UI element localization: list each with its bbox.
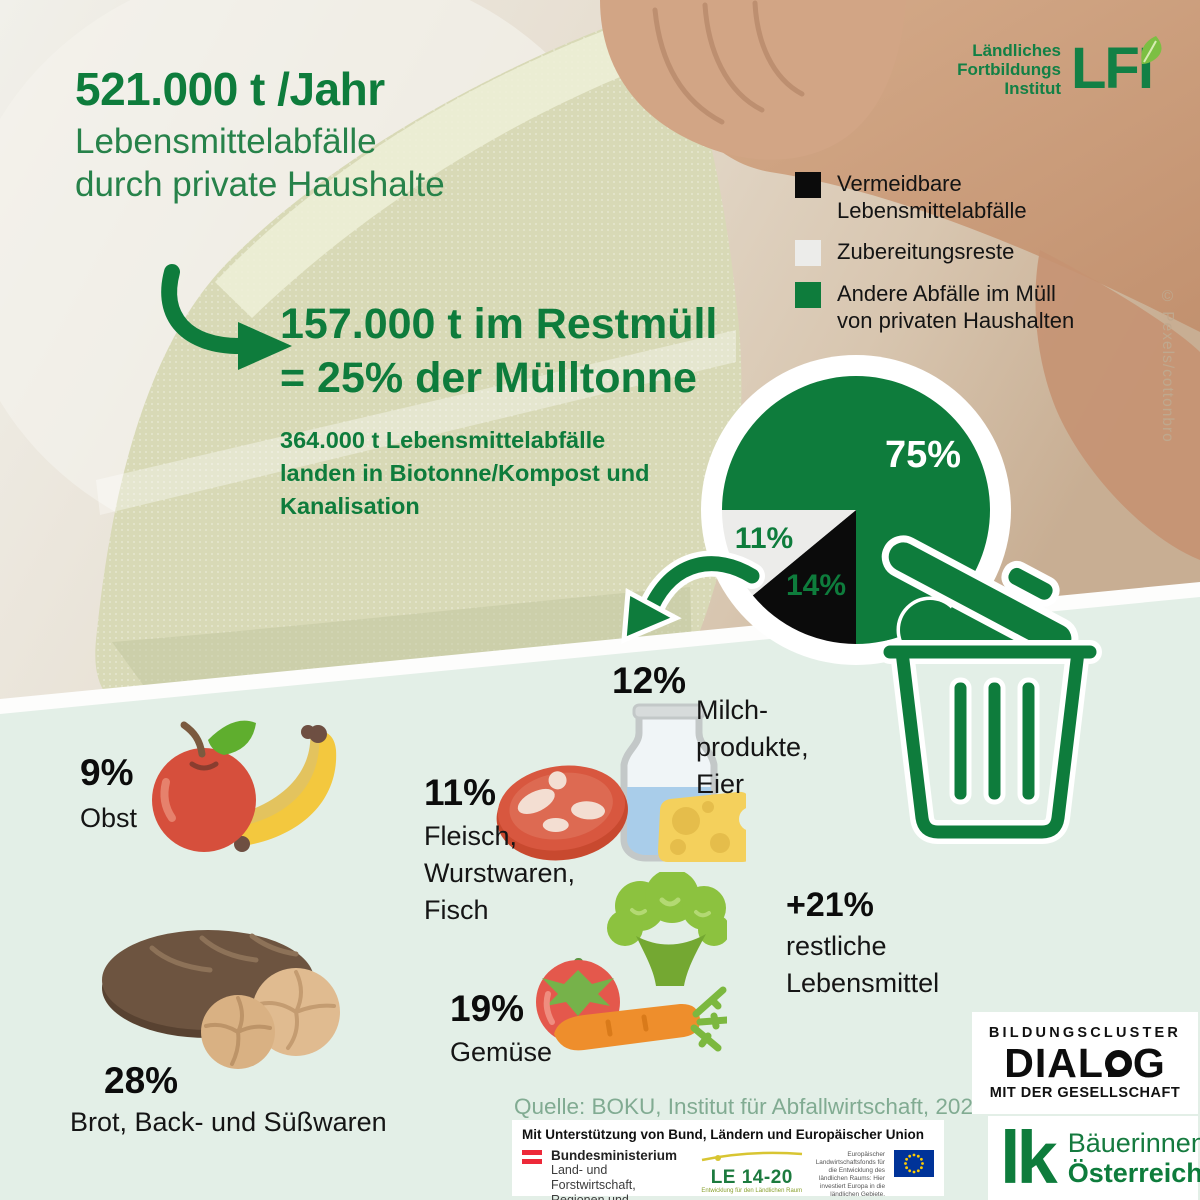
- food-label-milch: Milch- produkte, Eier: [696, 695, 809, 799]
- restmuell-line2: = 25% der Mülltonne: [280, 354, 697, 402]
- food-pct-gemuese: 19%: [450, 988, 525, 1029]
- le-label: LE 14-20: [710, 1167, 793, 1188]
- lk-line1: Bäuerinnen: [1067, 1128, 1200, 1158]
- pie-slice-black-14: [752, 510, 856, 644]
- food-pct-obst: 9%: [80, 752, 134, 793]
- food-label-rest: restliche Lebensmittel: [786, 931, 940, 998]
- restmuell-line1: 157.000 t im Restmüll: [280, 300, 718, 348]
- legend-item-andere: Andere Abfälle im Müll von privaten Haus…: [795, 280, 1074, 334]
- headline-subtitle: Lebensmittelabfälle durch private Hausha…: [75, 122, 445, 204]
- dialog-bottom-line: MIT DER GESELLSCHAFT: [989, 1085, 1181, 1101]
- food-label-obst: Obst: [80, 803, 138, 833]
- legend-label: Andere Abfälle im Müll von privaten Haus…: [837, 281, 1075, 333]
- milk-cheese-icon: [620, 703, 746, 862]
- trash-lid: [881, 535, 1079, 661]
- lk-line2: Österreich: [1067, 1158, 1200, 1188]
- curved-arrow-right-icon: [161, 264, 292, 370]
- photo-background: [0, 0, 1200, 780]
- curved-arrow-left-icon: [621, 550, 765, 644]
- ministry-name: Bundesministerium: [551, 1148, 678, 1163]
- food-label-gemuese: Gemüse: [450, 1037, 553, 1067]
- food-pct-fleisch: 11%: [424, 772, 497, 813]
- food-label-fleisch: Fleisch, Wurstwaren, Fisch: [424, 821, 576, 925]
- food-pct-brot: 28%: [104, 1060, 179, 1101]
- food-pct-rest: +21%: [786, 886, 874, 924]
- headline-amount: 521.000 t /Jahr: [75, 63, 385, 115]
- photo-credit: © Pexels/cottonbro: [1159, 288, 1176, 443]
- food-pct-milch: 12%: [612, 660, 687, 701]
- trash-bars: [949, 677, 1040, 805]
- trash-can-icon: [878, 535, 1102, 844]
- le-swoosh-icon: [701, 1151, 802, 1162]
- dialog-main-left: DIAL: [1004, 1040, 1104, 1086]
- bread-icon: [102, 930, 340, 1069]
- dialog-o-speech-bubble-icon: [1104, 1049, 1132, 1077]
- legend-swatch-white: [795, 240, 821, 266]
- legend-label: Vermeidbare Lebensmittelabfälle: [837, 171, 1027, 223]
- restmuell-note: 364.000 t Lebensmittelabfälle landen in …: [280, 427, 650, 519]
- pie-label-75: 75%: [885, 434, 961, 476]
- support-header: Mit Unterstützung von Bund, Ländern und …: [522, 1127, 924, 1142]
- dialog-wordmark: DIAL G: [972, 1041, 1198, 1085]
- pie-label-11: 11%: [735, 522, 793, 555]
- legend-label: Zubereitungsreste: [837, 239, 1015, 264]
- lfi-logo-text: Ländliches Fortbildungs Institut: [957, 40, 1061, 98]
- lfi-acronym: LFI: [1071, 36, 1162, 98]
- legend-item-vermeidbare: Vermeidbare Lebensmittelabfälle: [795, 170, 1074, 224]
- apple-banana-icon: [152, 720, 337, 852]
- lk-baeuerinnen-logo: lk Bäuerinnen Österreich: [988, 1116, 1200, 1200]
- pie-label-14: 14%: [786, 569, 846, 602]
- austria-flag-icon: [522, 1150, 542, 1165]
- food-label-brot: Brot, Back- und Süßwaren: [70, 1107, 387, 1137]
- legend-swatch-green: [795, 282, 821, 308]
- leaf-icon: [1141, 36, 1162, 64]
- source-line: Quelle: BOKU, Institut für Abfallwirtsch…: [514, 1094, 986, 1119]
- vegetables-icon: [536, 872, 727, 1052]
- ministry-dept: Land- und Forstwirtschaft, Regionen und …: [551, 1163, 636, 1200]
- bildungscluster-dialog-logo: BILDUNGSCLUSTER DIAL G MIT DER GESELLSCHA…: [972, 1012, 1198, 1114]
- cheese: [658, 791, 746, 862]
- carrot: [554, 986, 727, 1052]
- legend-swatch-black: [795, 172, 821, 198]
- eu-fund-text: Europäischer Landwirtschaftsfonds für di…: [815, 1151, 885, 1198]
- lfi-logo: Ländliches Fortbildungs Institut LFI: [933, 36, 1173, 98]
- support-box: Mit Unterstützung von Bund, Ländern und …: [512, 1120, 944, 1200]
- le-14-20-logo: LE 14-20 Entwicklung für den Ländlichen …: [700, 1150, 804, 1194]
- legend-item-zubereitungsreste: Zubereitungsreste: [795, 238, 1074, 266]
- dialog-main-right: G: [1132, 1040, 1166, 1086]
- broccoli: [607, 872, 727, 986]
- dialog-top-line: BILDUNGSCLUSTER: [988, 1025, 1182, 1041]
- lk-mark: lk: [1000, 1116, 1058, 1199]
- hand: [600, 0, 906, 160]
- trash-body: [878, 640, 1102, 844]
- le-subtitle: Entwicklung für den Ländlichen Raum: [701, 1188, 803, 1194]
- eu-flag-icon: [894, 1150, 934, 1177]
- meat-icon: [496, 765, 628, 861]
- pie-legend: Vermeidbare Lebensmittelabfälle Zubereit…: [795, 170, 1074, 334]
